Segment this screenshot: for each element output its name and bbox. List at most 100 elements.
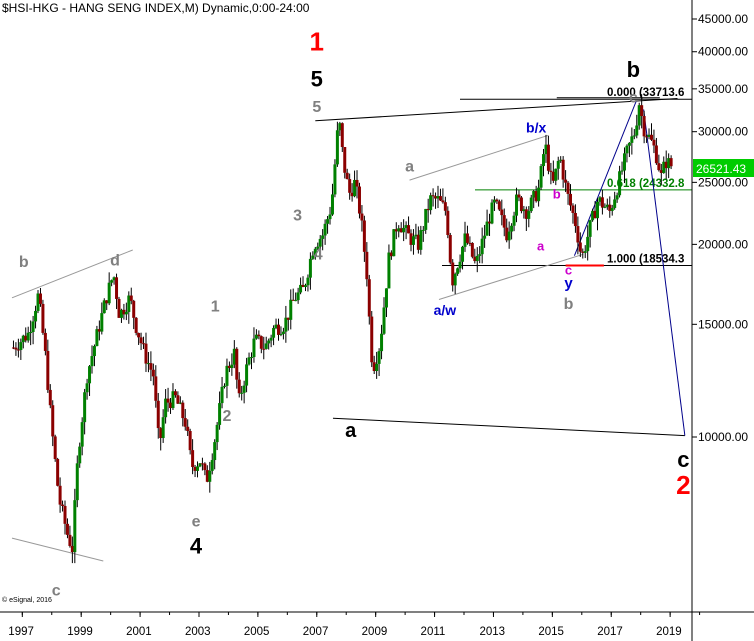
candle-body: [635, 125, 639, 136]
x-tick-label: 2003: [185, 626, 211, 638]
candle-body: [279, 333, 283, 335]
candle-body: [394, 229, 398, 232]
y-tick-label: 40000.00: [698, 45, 748, 59]
candle-body: [340, 123, 344, 147]
wave-label: b: [564, 296, 574, 313]
candle-body: [402, 227, 406, 233]
candle-body: [48, 389, 52, 406]
candle-body: [382, 307, 386, 334]
candle-body: [532, 191, 536, 198]
candle-body: [404, 225, 408, 228]
candle-body: [583, 251, 587, 253]
candle-body: [56, 459, 60, 486]
candle-body: [156, 400, 160, 429]
candle-body: [119, 309, 123, 318]
candle-body: [95, 329, 99, 347]
wave-label: 3: [293, 207, 302, 224]
candle-body: [578, 242, 582, 252]
candle-body: [556, 160, 560, 169]
candle-body: [625, 145, 629, 154]
candle-body: [399, 228, 403, 233]
candle-body: [517, 194, 521, 198]
candle-body: [519, 197, 523, 212]
candle-body: [262, 348, 266, 350]
candle-body: [598, 197, 602, 202]
candle-body: [357, 186, 361, 214]
candle-body: [392, 229, 396, 257]
candle-body: [26, 332, 30, 341]
candle-body: [254, 334, 258, 339]
candle-body: [473, 256, 477, 262]
candle-body: [289, 299, 293, 320]
candle-body: [647, 134, 651, 137]
candle-body: [208, 470, 212, 482]
candle-body: [11, 347, 15, 349]
candle-body: [142, 343, 146, 345]
candle-body: [326, 219, 330, 224]
candle-body: [573, 212, 577, 227]
candle-body: [622, 153, 626, 171]
candle-body: [365, 251, 369, 280]
candle-body: [424, 208, 428, 230]
candle-body: [343, 146, 347, 173]
candle-body: [664, 161, 668, 169]
candle-body: [429, 195, 433, 211]
wave-label: 1: [211, 299, 220, 316]
candle-body: [480, 238, 484, 255]
candle-body: [308, 258, 312, 278]
y-tick-label: 10000.00: [698, 430, 748, 444]
candle-body: [596, 201, 600, 219]
candle-body: [24, 335, 28, 341]
candle-body: [19, 342, 23, 351]
candle-body: [110, 280, 114, 283]
candle-body: [461, 246, 465, 262]
candle-body: [237, 379, 241, 394]
candle-body: [495, 199, 499, 202]
candle-body: [240, 392, 244, 394]
candle-body: [299, 284, 303, 293]
x-tick-label: 2005: [244, 626, 270, 638]
candle-body: [294, 300, 298, 302]
candle-body: [146, 363, 150, 365]
candle-body: [586, 236, 590, 252]
candle-body: [296, 292, 300, 301]
y-tick-label: 25000.00: [698, 175, 748, 189]
candle-body: [267, 340, 271, 344]
candle-body: [306, 277, 310, 286]
candle-body: [456, 268, 460, 274]
candle-body: [554, 168, 558, 181]
candle-body: [542, 154, 546, 167]
trendline-left-channel-bottom: [11, 537, 104, 562]
candle-body: [272, 327, 276, 338]
candle-body: [186, 426, 190, 432]
wave-label: b: [627, 57, 640, 82]
candle-body: [475, 255, 479, 262]
candle-body: [34, 310, 38, 322]
candle-body: [372, 362, 376, 372]
esignal-credit: © eSignal, 2016: [2, 596, 52, 604]
candle-body: [43, 332, 47, 351]
candle-body: [544, 144, 548, 155]
candle-body: [70, 545, 74, 553]
candle-body: [178, 402, 182, 404]
candle-body: [97, 329, 101, 332]
candle-body: [90, 356, 94, 367]
candle-body: [497, 201, 501, 210]
candle-body: [414, 234, 418, 237]
x-tick-label: 2007: [303, 626, 329, 638]
candle-body: [264, 343, 268, 349]
candle-body: [436, 196, 440, 199]
candle-body: [169, 402, 173, 409]
candle-body: [286, 317, 290, 320]
candle-body: [380, 333, 384, 352]
candle-body: [384, 288, 388, 308]
candle-body: [657, 163, 661, 171]
candle-body: [534, 191, 538, 202]
candle-body: [227, 365, 231, 369]
candle-body: [218, 403, 222, 425]
candle-body: [627, 142, 631, 146]
candle-body: [51, 405, 55, 437]
candle-body: [632, 135, 636, 137]
x-tick-label: 1999: [67, 626, 93, 638]
